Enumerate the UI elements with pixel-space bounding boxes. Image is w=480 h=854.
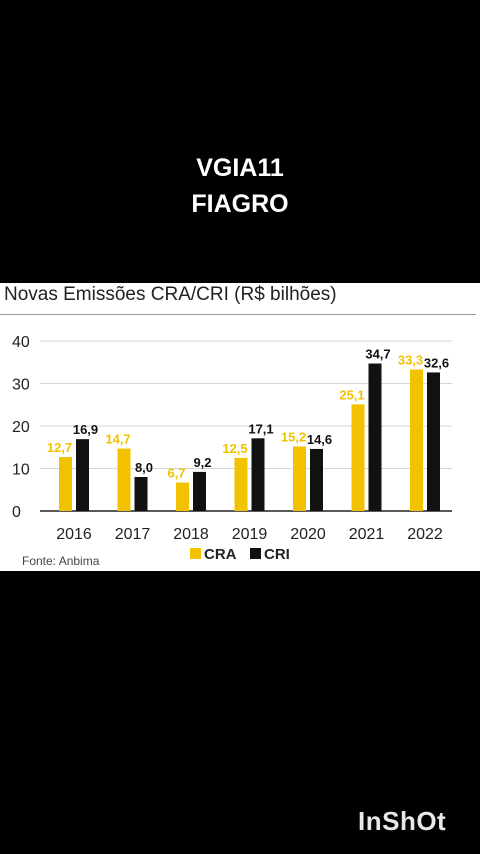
y-tick-label: 40 bbox=[12, 334, 30, 351]
data-label-cri: 14,6 bbox=[307, 432, 332, 447]
bar-chart: 0 10 20 30 40 12,716,9 2016 14,7 8,0 2017 6,7 9,2 20… bbox=[12, 334, 452, 568]
legend-swatch-cri bbox=[250, 548, 261, 559]
bar-cri bbox=[427, 372, 440, 511]
legend-label-cri: CRI bbox=[264, 546, 290, 563]
data-label-cri: 8,0 bbox=[135, 460, 153, 475]
bar-cri bbox=[368, 363, 382, 511]
bar-cra bbox=[234, 457, 248, 511]
y-tick-label: 10 bbox=[12, 462, 30, 479]
y-tick-label: 30 bbox=[12, 377, 30, 394]
title-divider bbox=[0, 314, 476, 315]
data-label-cri: 32,6 bbox=[424, 355, 449, 370]
bar-cra bbox=[117, 448, 131, 511]
data-label-cra: 12,5 bbox=[222, 441, 247, 456]
data-label-cra: 14,7 bbox=[105, 432, 130, 447]
data-label-cri: 34,7 bbox=[365, 347, 390, 362]
chart-source: Fonte: Anbima bbox=[22, 554, 100, 568]
data-label-cra: 12,7 bbox=[47, 440, 72, 455]
bar-cra bbox=[59, 457, 72, 511]
x-tick-label: 2021 bbox=[349, 526, 385, 543]
video-caption-ticker: VGIA11 bbox=[196, 154, 284, 182]
chart-title: Novas Emissões CRA/CRI (R$ bilhões) bbox=[4, 284, 337, 305]
inshot-watermark: InShOt bbox=[358, 806, 447, 836]
bar-cra bbox=[176, 482, 189, 511]
y-tick-label: 0 bbox=[12, 504, 21, 521]
x-tick-label: 2022 bbox=[407, 526, 443, 543]
bar-cra bbox=[410, 369, 423, 511]
data-label-cra: 6,7 bbox=[167, 466, 185, 481]
chart-panel: Novas Emissões CRA/CRI (R$ bilhões) 0 10 2… bbox=[0, 283, 480, 571]
x-tick-label: 2016 bbox=[56, 526, 92, 543]
data-label-cra: 15,2 bbox=[281, 429, 306, 444]
x-tick-label: 2018 bbox=[173, 526, 209, 543]
video-caption-fund-type: FIAGRO bbox=[191, 190, 289, 218]
data-label-cri: 9,2 bbox=[193, 455, 211, 470]
y-tick-label: 20 bbox=[12, 419, 30, 436]
bar-cri bbox=[251, 438, 265, 511]
bar-cri bbox=[193, 471, 206, 511]
legend-swatch-cra bbox=[190, 548, 201, 559]
bar-cri bbox=[76, 439, 89, 511]
bar-cra bbox=[351, 404, 365, 511]
legend-label-cra: CRA bbox=[204, 546, 237, 563]
bar-cri bbox=[134, 477, 148, 511]
bar-cra bbox=[293, 446, 306, 511]
data-label-cri: 16,9 bbox=[73, 422, 98, 437]
x-tick-label: 2019 bbox=[232, 526, 268, 543]
data-label-cra: 25,1 bbox=[339, 387, 364, 402]
x-tick-label: 2017 bbox=[115, 526, 151, 543]
data-label-cra: 33,3 bbox=[398, 352, 423, 367]
x-tick-label: 2020 bbox=[290, 526, 326, 543]
bar-cri bbox=[310, 448, 323, 511]
data-label-cri: 17,1 bbox=[248, 421, 273, 436]
